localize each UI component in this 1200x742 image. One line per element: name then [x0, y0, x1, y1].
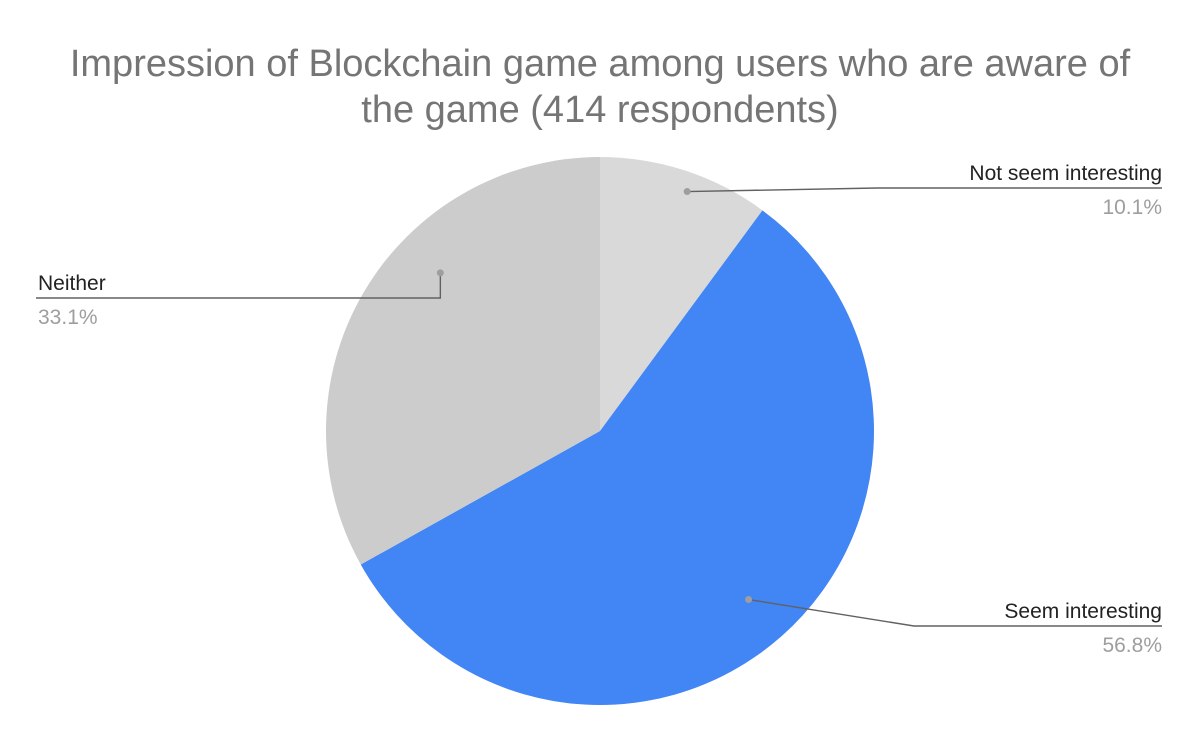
leader-dot-seem-interesting: [745, 596, 753, 604]
chart-title-line-2: the game (414 respondents): [361, 89, 838, 131]
pie-slice-not-seem-interesting: [600, 157, 763, 431]
leader-line-neither: [36, 272, 442, 299]
chart-title-line-1: Impression of Blockchain game among user…: [70, 43, 1131, 85]
pie-slice-neither: [325, 156, 600, 565]
leader-line-seem-interesting: [748, 598, 1162, 627]
slice-percent-not-seem-interesting: 10.1%: [1102, 196, 1162, 219]
pie-slices: [325, 156, 874, 705]
leader-dot-neither: [436, 269, 444, 277]
slice-label-not-seem-interesting: Not seem interesting: [969, 162, 1162, 185]
pie-labels: Not seem interesting 10.1% Seem interestin…: [36, 162, 1162, 657]
slice-percent-neither: 33.1%: [38, 306, 98, 329]
slice-percent-seem-interesting: 56.8%: [1102, 634, 1162, 657]
leader-line-not-seem-interesting: [687, 187, 1162, 193]
leader-dot-not-seem-interesting: [683, 188, 691, 196]
slice-label-neither: Neither: [38, 272, 106, 295]
slice-label-seem-interesting: Seem interesting: [1004, 600, 1162, 623]
pie-slice-seem-interesting: [360, 210, 874, 705]
